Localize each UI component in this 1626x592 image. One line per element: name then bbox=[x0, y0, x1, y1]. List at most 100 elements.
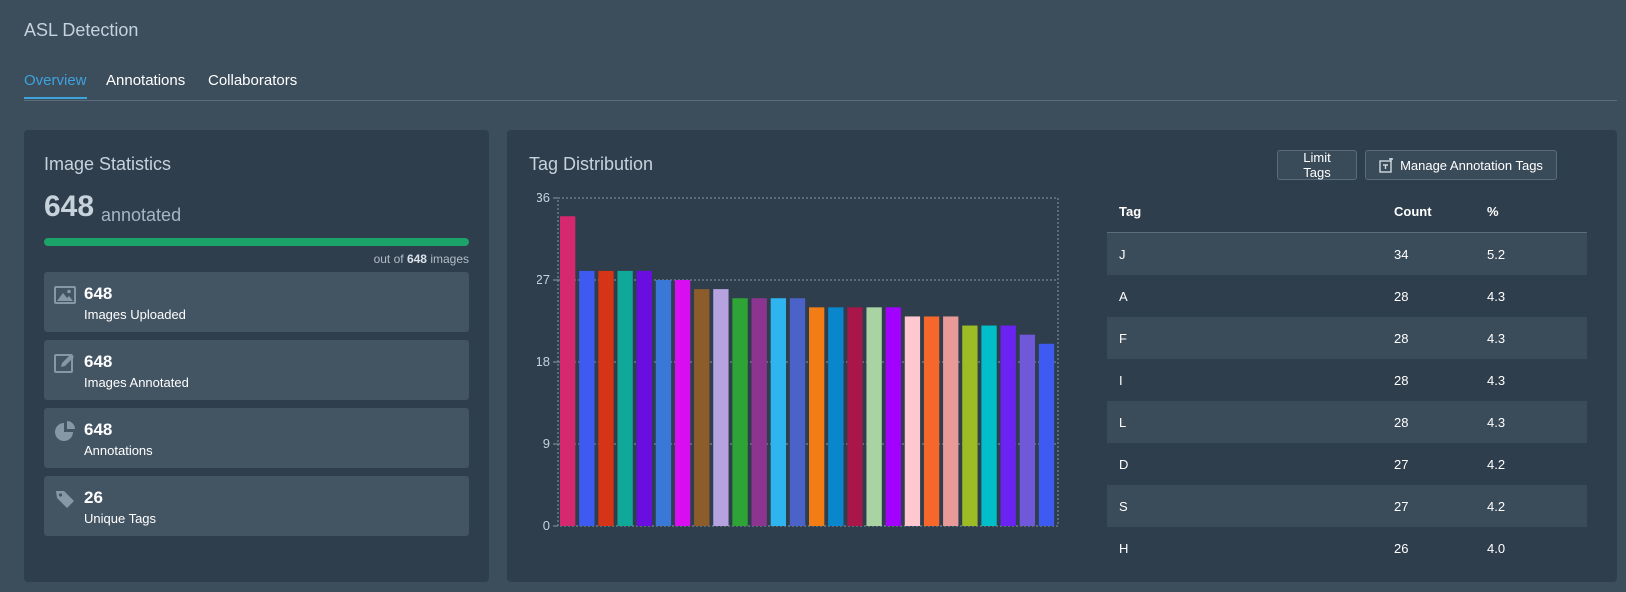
chart-bar bbox=[674, 280, 691, 526]
chart-bar bbox=[560, 216, 576, 526]
images-annotated-label: Images Annotated bbox=[84, 375, 189, 390]
tag-cell: J bbox=[1107, 232, 1382, 275]
stat-card-unique-tags: 26 Unique Tags bbox=[44, 476, 469, 536]
tag-distribution-panel: Tag Distribution Limit Tags Manage Annot… bbox=[507, 130, 1617, 582]
chart-y-tick-label: 9 bbox=[543, 436, 550, 451]
chart-y-tick-label: 36 bbox=[537, 190, 550, 205]
tag-cell: I bbox=[1119, 372, 1123, 388]
percent-cell: 4.3 bbox=[1475, 317, 1587, 359]
chart-bar bbox=[713, 289, 729, 526]
chart-bar bbox=[1038, 343, 1055, 526]
percent-cell: 4.2 bbox=[1487, 456, 1506, 472]
chart-bar bbox=[809, 307, 825, 526]
annotations-label: Annotations bbox=[84, 443, 153, 458]
percent-cell: 4.2 bbox=[1475, 485, 1587, 527]
chart-bar bbox=[1019, 334, 1036, 526]
annotation-progress-fill bbox=[44, 238, 469, 246]
chart-bar bbox=[636, 270, 652, 526]
chart-y-tick-label: 27 bbox=[537, 272, 550, 287]
chart-bar bbox=[981, 325, 997, 526]
chart-bar bbox=[655, 280, 672, 526]
table-row: A 28 4.3 bbox=[1107, 275, 1587, 317]
chart-bar bbox=[904, 316, 921, 526]
chart-bar bbox=[789, 298, 806, 526]
table-row: H 26 4.0 bbox=[1107, 527, 1587, 569]
count-column-header: Count bbox=[1382, 190, 1475, 233]
tag-cell: A bbox=[1119, 288, 1128, 304]
tag-cell: F bbox=[1107, 317, 1382, 359]
tag-cell: H bbox=[1119, 540, 1129, 556]
table-row: I 28 4.3 bbox=[1107, 359, 1587, 401]
tab-annotations[interactable]: Annotations bbox=[106, 72, 186, 89]
manage-annotation-tags-button[interactable]: Manage Annotation Tags bbox=[1365, 150, 1557, 180]
chart-bar bbox=[751, 298, 767, 526]
tag-distribution-title: Tag Distribution bbox=[529, 154, 654, 174]
images-uploaded-label: Images Uploaded bbox=[84, 307, 186, 322]
manage-annotation-tags-label: Manage Annotation Tags bbox=[1400, 157, 1543, 173]
table-row: F 28 4.3 bbox=[1107, 317, 1587, 359]
table-row: L 28 4.3 bbox=[1107, 401, 1587, 443]
annotations-value: 648 bbox=[84, 420, 113, 439]
tag-cell: S bbox=[1107, 485, 1382, 527]
unique-tags-value: 26 bbox=[84, 488, 103, 507]
percent-cell: 4.3 bbox=[1487, 288, 1506, 304]
chart-bar bbox=[943, 316, 959, 526]
tab-overview[interactable]: Overview bbox=[24, 72, 87, 99]
add-tag-icon bbox=[1379, 157, 1394, 173]
chart-bar bbox=[579, 270, 595, 526]
chart-bar bbox=[866, 307, 882, 526]
tag-column-header: Tag bbox=[1107, 190, 1382, 233]
chart-bar bbox=[885, 307, 901, 526]
pie-chart-icon bbox=[55, 421, 75, 441]
chart-bar bbox=[1000, 325, 1016, 526]
table-row: J 34 5.2 bbox=[1107, 232, 1587, 275]
count-cell: 28 bbox=[1394, 372, 1409, 388]
edit-icon bbox=[54, 354, 74, 373]
image-icon bbox=[54, 286, 76, 304]
annotated-label: annotated bbox=[101, 205, 182, 225]
stat-card-annotations: 648 Annotations bbox=[44, 408, 469, 468]
app-title: ASL Detection bbox=[24, 20, 139, 40]
table-row: D 27 4.2 bbox=[1107, 443, 1587, 485]
out-of-prefix: out of bbox=[373, 252, 404, 266]
percent-cell: 5.2 bbox=[1475, 232, 1587, 275]
tag-table-header: Tag Count % bbox=[1107, 190, 1587, 233]
annotated-count: 648 bbox=[44, 190, 95, 223]
limit-tags-button[interactable]: Limit Tags bbox=[1277, 150, 1357, 180]
tag-table: Tag Count % J 34 5.2 A 28 4.3 F 28 4.3 bbox=[1107, 190, 1587, 569]
image-statistics-title: Image Statistics bbox=[44, 154, 172, 174]
chart-bar bbox=[828, 307, 844, 526]
table-row: S 27 4.2 bbox=[1107, 485, 1587, 527]
images-annotated-value: 648 bbox=[84, 352, 113, 371]
count-cell: 34 bbox=[1382, 232, 1475, 275]
chart-y-tick-label: 0 bbox=[543, 518, 550, 533]
count-cell: 28 bbox=[1394, 288, 1409, 304]
annotation-progress-bar bbox=[44, 238, 469, 246]
tag-cell: D bbox=[1119, 456, 1129, 472]
chart-bar bbox=[694, 289, 710, 526]
tag-distribution-chart: 0 9 18 27 36 bbox=[537, 190, 1059, 533]
percent-cell: 4.3 bbox=[1487, 372, 1506, 388]
count-cell: 27 bbox=[1382, 485, 1475, 527]
tag-icon bbox=[56, 491, 74, 508]
percent-cell: 4.3 bbox=[1475, 401, 1587, 443]
out-of-suffix: images bbox=[430, 252, 469, 266]
stat-card-images-annotated: 648 Images Annotated bbox=[44, 340, 469, 400]
chart-y-tick-label: 18 bbox=[537, 354, 550, 369]
chart-bar bbox=[598, 270, 614, 526]
unique-tags-label: Unique Tags bbox=[84, 511, 157, 526]
tab-bar: Overview Annotations Collaborators bbox=[24, 70, 1617, 101]
count-cell: 26 bbox=[1394, 540, 1409, 556]
chart-bar bbox=[617, 270, 633, 526]
out-of-images: out of 648 images bbox=[374, 252, 469, 266]
chart-bar bbox=[962, 325, 978, 526]
tab-collaborators[interactable]: Collaborators bbox=[208, 72, 298, 89]
chart-bar bbox=[770, 298, 787, 526]
percent-cell: 4.0 bbox=[1487, 540, 1506, 556]
tag-cell: L bbox=[1107, 401, 1382, 443]
out-of-total: 648 bbox=[406, 252, 427, 266]
chart-bar bbox=[923, 316, 940, 526]
chart-bar bbox=[732, 298, 748, 526]
percent-column-header: % bbox=[1475, 190, 1587, 233]
images-uploaded-value: 648 bbox=[84, 284, 113, 303]
